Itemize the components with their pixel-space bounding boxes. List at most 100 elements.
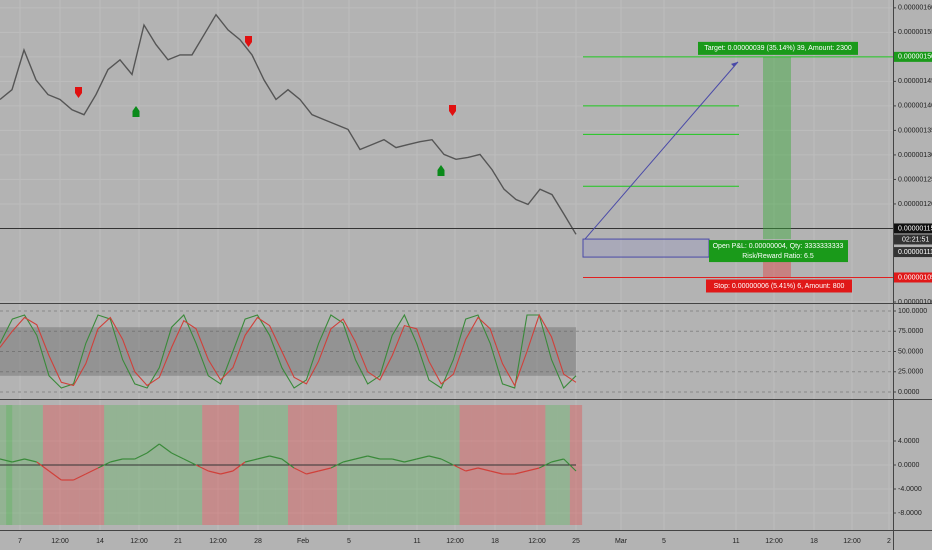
oscillator-segment bbox=[416, 455, 430, 460]
oscillator-segment bbox=[404, 458, 417, 463]
ratio-text: Risk/Reward Ratio: 6.5 bbox=[742, 253, 814, 260]
x-tick-label: 2 bbox=[887, 538, 891, 545]
target-axis-label: 0.00000150 bbox=[898, 54, 932, 61]
oscillator-segment bbox=[257, 455, 270, 460]
current-price-label: 0.00000115 bbox=[898, 225, 932, 232]
y-tick-label: 0.00000145 bbox=[898, 78, 932, 85]
oscillator-segment bbox=[453, 464, 466, 472]
y-tick-label: -8.0000 bbox=[898, 510, 922, 517]
buy-signal bbox=[132, 106, 140, 117]
oscillator-segment bbox=[85, 467, 99, 475]
profit-zone bbox=[763, 56, 791, 240]
oscillator-segment bbox=[158, 443, 172, 454]
oscillator-segment bbox=[12, 458, 25, 463]
oscillator-segment bbox=[208, 470, 221, 475]
oscillator-segment bbox=[563, 458, 577, 472]
oscillator-segment bbox=[440, 458, 454, 466]
x-tick-label: 12:00 bbox=[446, 538, 464, 545]
x-tick-label: 12:00 bbox=[51, 538, 69, 545]
arrow-head bbox=[731, 61, 738, 67]
buy-signal bbox=[437, 165, 445, 176]
oscillator-segment bbox=[514, 470, 528, 475]
sell-signal bbox=[75, 87, 82, 98]
oscillator-segment bbox=[48, 470, 62, 481]
oscillator-segment bbox=[269, 455, 283, 460]
oscillator-segment bbox=[281, 458, 295, 469]
x-tick-label: 14 bbox=[96, 538, 104, 545]
plot bbox=[0, 13, 893, 525]
oscillator-segment bbox=[134, 452, 148, 460]
stoch-line bbox=[0, 313, 577, 387]
x-tick-label: 12:00 bbox=[130, 538, 148, 545]
x-tick-label: Mar bbox=[615, 538, 628, 545]
entry-axis-box bbox=[894, 247, 932, 258]
oscillator-segment bbox=[343, 458, 356, 463]
oscillator-segment bbox=[24, 458, 37, 463]
pnl-box bbox=[709, 240, 848, 263]
y-tick-label: 75.0000 bbox=[898, 328, 923, 335]
x-tick-label: 12:00 bbox=[209, 538, 227, 545]
oscillator-segment bbox=[477, 467, 491, 472]
oscillator-segment bbox=[73, 473, 87, 481]
x-tick-label: 12:00 bbox=[528, 538, 546, 545]
target-box bbox=[698, 41, 858, 55]
y-tick-label: 0.00000120 bbox=[898, 201, 932, 208]
countdown: 02:21:51 bbox=[902, 236, 929, 243]
x-tick-label: 28 bbox=[254, 538, 262, 545]
stop-axis-label: 0.00000105 bbox=[898, 274, 932, 281]
target-axis-box bbox=[894, 51, 932, 62]
y-tick-label: 0.00000125 bbox=[898, 176, 932, 183]
y-tick-label: 25.0000 bbox=[898, 369, 923, 376]
oscillator-segment bbox=[367, 455, 381, 460]
oscillator-segment bbox=[465, 467, 479, 472]
oscillator-segment bbox=[183, 458, 197, 466]
y-tick-label: 0.00000140 bbox=[898, 103, 932, 110]
x-tick-label: 12:00 bbox=[843, 538, 861, 545]
y-tick-label: 4.0000 bbox=[898, 438, 920, 445]
entry-box bbox=[582, 238, 710, 258]
oscillator-segment bbox=[538, 461, 552, 469]
y-tick-label: 50.0000 bbox=[898, 348, 923, 355]
oscillator-segment bbox=[355, 455, 368, 460]
x-tick-label: 5 bbox=[662, 538, 666, 545]
y-tick-label: 0.00000135 bbox=[898, 127, 932, 134]
oscillator-segment bbox=[110, 458, 123, 463]
y-tick-label: 0.00000130 bbox=[898, 152, 932, 159]
sell-signal bbox=[449, 105, 456, 116]
x-tick-label: 18 bbox=[810, 538, 818, 545]
x-tick-label: 5 bbox=[347, 538, 351, 545]
y-tick-label: 0.00000100 bbox=[898, 299, 932, 306]
x-tick-label: 18 bbox=[491, 538, 499, 545]
trade-arrow bbox=[584, 61, 739, 240]
sell-signal bbox=[245, 36, 252, 47]
oscillator-segment bbox=[428, 455, 442, 460]
oscillator-segment bbox=[318, 467, 332, 472]
x-tick-label: 12:00 bbox=[765, 538, 783, 545]
oscillator-segment bbox=[293, 467, 307, 475]
x-tick-label: 25 bbox=[572, 538, 580, 545]
y-tick-label: 0.00000160 bbox=[898, 5, 932, 12]
oscillator-segment bbox=[490, 470, 503, 475]
x-tick-label: 7 bbox=[18, 538, 22, 545]
stoch-band bbox=[0, 327, 576, 376]
oscillator-segment bbox=[551, 458, 564, 463]
x-tick-label: 11 bbox=[732, 538, 739, 545]
target-text: Target: 0.00000039 (35.14%) 39, Amount: … bbox=[704, 45, 852, 52]
x-tick-label: 11 bbox=[413, 538, 420, 545]
oscillator-segment bbox=[0, 458, 13, 463]
oscillator-segment bbox=[526, 467, 540, 472]
oscillator-segment bbox=[392, 458, 405, 463]
y-tick-label: 0.00000155 bbox=[898, 29, 932, 36]
pnl-text: Open P&L: 0.00000004, Qty: 3333333333 bbox=[713, 243, 844, 250]
price-line bbox=[0, 13, 577, 235]
oscillator-segment bbox=[306, 470, 319, 475]
y-tick-label: 100.0000 bbox=[898, 308, 927, 315]
oscillator-segment bbox=[97, 461, 111, 469]
y-tick-label: 0.0000 bbox=[898, 389, 920, 396]
countdown-box bbox=[894, 234, 932, 245]
oscillator-segment bbox=[195, 464, 209, 472]
y-tick-label: 0.0000 bbox=[898, 462, 920, 469]
oscillator-segment bbox=[244, 458, 258, 463]
stop-axis-box bbox=[894, 272, 932, 283]
